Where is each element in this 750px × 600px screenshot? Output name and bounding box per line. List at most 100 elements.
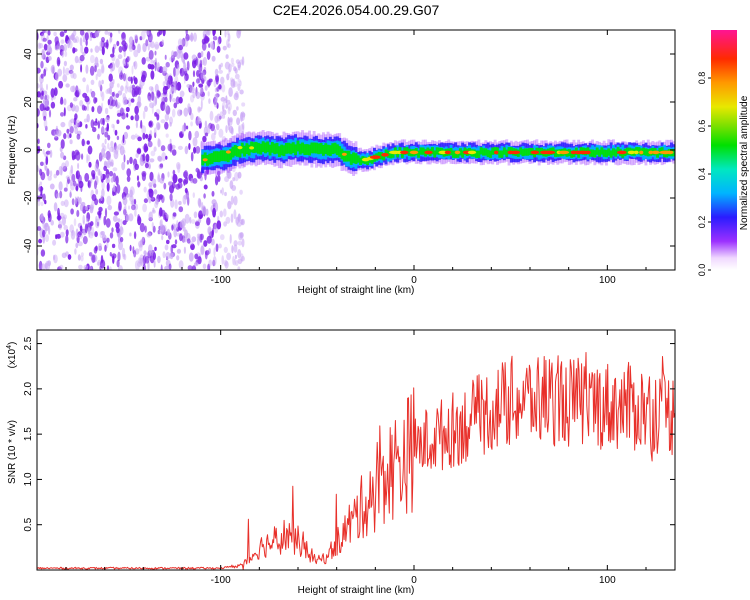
signal-peak (510, 150, 521, 155)
noise-speckle (50, 101, 56, 109)
noise-speckle (104, 207, 108, 218)
noise-speckle (159, 207, 163, 217)
signal-cell (333, 142, 337, 154)
noise-speckle (65, 229, 69, 237)
noise-speckle (118, 66, 124, 76)
noise-speckle (39, 181, 43, 186)
noise-speckle (210, 123, 216, 132)
noise-speckle (42, 229, 46, 238)
signal-cell (322, 145, 325, 156)
noise-speckle (122, 73, 126, 82)
signal-cell (210, 153, 214, 164)
noise-speckle (81, 153, 84, 160)
signal-cell (366, 157, 369, 165)
noise-speckle (184, 187, 188, 194)
signal-cell (298, 143, 302, 155)
noise-speckle (118, 235, 121, 245)
noise-speckle (128, 213, 134, 222)
colorbar-tick-label: 0.2 (697, 216, 707, 229)
noise-speckle (229, 234, 232, 244)
noise-speckle (213, 247, 216, 257)
noise-speckle (93, 121, 99, 126)
noise-speckle (203, 193, 206, 199)
noise-speckle (187, 103, 191, 113)
noise-speckle (127, 86, 132, 93)
noise-speckle (186, 60, 190, 71)
noise-speckle (73, 154, 77, 160)
noise-speckle (70, 85, 76, 93)
signal-peak (616, 150, 627, 155)
noise-speckle (227, 106, 231, 115)
noise-speckle (137, 181, 141, 188)
noise-speckle (190, 112, 194, 121)
signal-cell (454, 150, 458, 158)
noise-speckle (63, 60, 67, 67)
noise-speckle (221, 114, 226, 119)
noise-speckle (233, 209, 237, 220)
noise-speckle (147, 137, 151, 142)
noise-speckle (126, 168, 131, 177)
noise-speckle (195, 221, 200, 227)
noise-speckle (79, 100, 84, 107)
noise-speckle (62, 66, 65, 76)
signal-cell (266, 141, 270, 153)
noise-speckle (111, 227, 114, 233)
noise-speckle (90, 79, 95, 86)
noise-speckle (237, 249, 242, 259)
noise-speckle (160, 101, 166, 112)
noise-speckle (131, 44, 136, 51)
signal-cell (305, 144, 309, 155)
noise-speckle (148, 32, 153, 42)
noise-speckle (121, 40, 127, 46)
signal-cell (257, 142, 260, 154)
noise-speckle (134, 34, 138, 40)
signal-peak (249, 146, 255, 150)
signal-cell (451, 150, 455, 158)
noise-speckle (80, 64, 83, 73)
noise-speckle (200, 140, 203, 150)
noise-speckle (45, 150, 51, 155)
noise-speckle (190, 32, 194, 42)
noise-speckle (148, 50, 154, 60)
noise-speckle (39, 193, 43, 199)
noise-speckle (104, 244, 107, 252)
noise-speckle (136, 147, 142, 153)
noise-speckle (237, 30, 242, 35)
noise-speckle (193, 146, 197, 154)
noise-speckle (69, 190, 72, 199)
snr-series-line (37, 352, 675, 570)
noise-speckle (103, 153, 107, 159)
noise-speckle (47, 175, 52, 181)
noise-speckle (89, 221, 94, 227)
noise-speckle (153, 259, 156, 268)
noise-speckle (86, 140, 90, 145)
noise-speckle (42, 90, 48, 96)
noise-speckle (41, 263, 46, 270)
noise-speckle (176, 162, 181, 170)
spectrogram-ylabel: Frequency (Hz) (7, 116, 18, 185)
noise-speckle (94, 180, 97, 190)
signal-cell (523, 148, 527, 156)
noise-speckle (191, 236, 197, 243)
signal-peak (530, 150, 540, 155)
noise-speckle (135, 121, 138, 129)
noise-speckle (140, 119, 143, 129)
noise-speckle (148, 211, 153, 221)
noise-speckle (54, 36, 59, 45)
noise-speckle (184, 38, 189, 48)
signal-cell (486, 149, 490, 158)
noise-speckle (194, 253, 199, 260)
signal-cell (656, 150, 659, 158)
noise-speckle (42, 220, 45, 229)
noise-speckle (193, 211, 198, 219)
signal-cell (405, 147, 409, 155)
noise-speckle (153, 127, 157, 137)
noise-speckle (81, 138, 85, 147)
noise-speckle (142, 42, 147, 53)
noise-speckle (176, 220, 179, 230)
noise-speckle (108, 73, 113, 82)
noise-speckle (177, 38, 183, 47)
noise-speckle (148, 120, 154, 128)
noise-speckle (174, 67, 180, 76)
noise-speckle (77, 162, 80, 170)
